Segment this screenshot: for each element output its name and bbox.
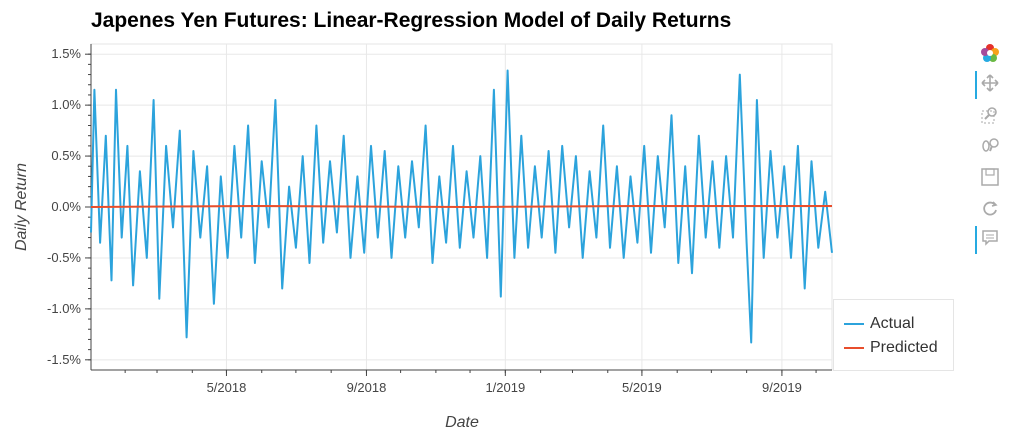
x-axis-title: Date (445, 414, 479, 431)
x-tick-label: 9/2019 (762, 380, 802, 395)
series-line-actual (90, 69, 833, 344)
save-icon (981, 168, 999, 186)
box-zoom-icon (981, 107, 997, 124)
x-axis: 5/2018 9/2018 1/2019 5/2019 9/2019 (91, 369, 832, 395)
hover-icon (982, 230, 998, 246)
legend-swatch-predicted (844, 347, 864, 349)
legend-label-actual: Actual (870, 315, 915, 332)
series-line-predicted (90, 205, 832, 208)
x-tick-label: 9/2018 (347, 380, 387, 395)
y-tick-label: 0.0% (51, 199, 81, 214)
wheel-zoom-icon (982, 138, 999, 152)
legend-label-predicted: Predicted (870, 339, 938, 356)
bokeh-logo[interactable] (974, 40, 1004, 66)
save-tool-button[interactable] (974, 164, 1004, 190)
y-tick-label: -1.0% (47, 301, 81, 316)
y-tick-label: 1.0% (51, 97, 81, 112)
reset-icon (983, 201, 998, 216)
series-layer (90, 69, 833, 344)
legend-item-predicted[interactable]: Predicted (844, 337, 938, 359)
bokeh-logo-icon (981, 44, 999, 62)
y-axis: -1.5% -1.0% -0.5% 0.0% 0.5% 1.0% 1.5% (47, 44, 92, 370)
y-axis-title: Daily Return (13, 163, 30, 251)
pan-tool-button[interactable] (974, 70, 1004, 99)
y-tick-label: -0.5% (47, 250, 81, 265)
box-zoom-tool-button[interactable] (974, 102, 1004, 128)
y-tick-label: 1.5% (51, 46, 81, 61)
hover-tool-button[interactable] (974, 225, 1004, 254)
x-tick-label: 5/2019 (622, 380, 662, 395)
legend: Actual Predicted (833, 299, 954, 371)
x-tick-label: 5/2018 (207, 380, 247, 395)
x-tick-label: 1/2019 (485, 380, 525, 395)
chart-title: Japenes Yen Futures: Linear-Regression M… (91, 9, 732, 32)
legend-item-actual[interactable]: Actual (844, 313, 914, 335)
pan-icon (981, 74, 999, 92)
legend-swatch-actual (844, 323, 864, 325)
wheel-zoom-tool-button[interactable] (974, 132, 1004, 158)
y-tick-label: 0.5% (51, 148, 81, 163)
reset-tool-button[interactable] (974, 195, 1004, 221)
y-tick-label: -1.5% (47, 352, 81, 367)
